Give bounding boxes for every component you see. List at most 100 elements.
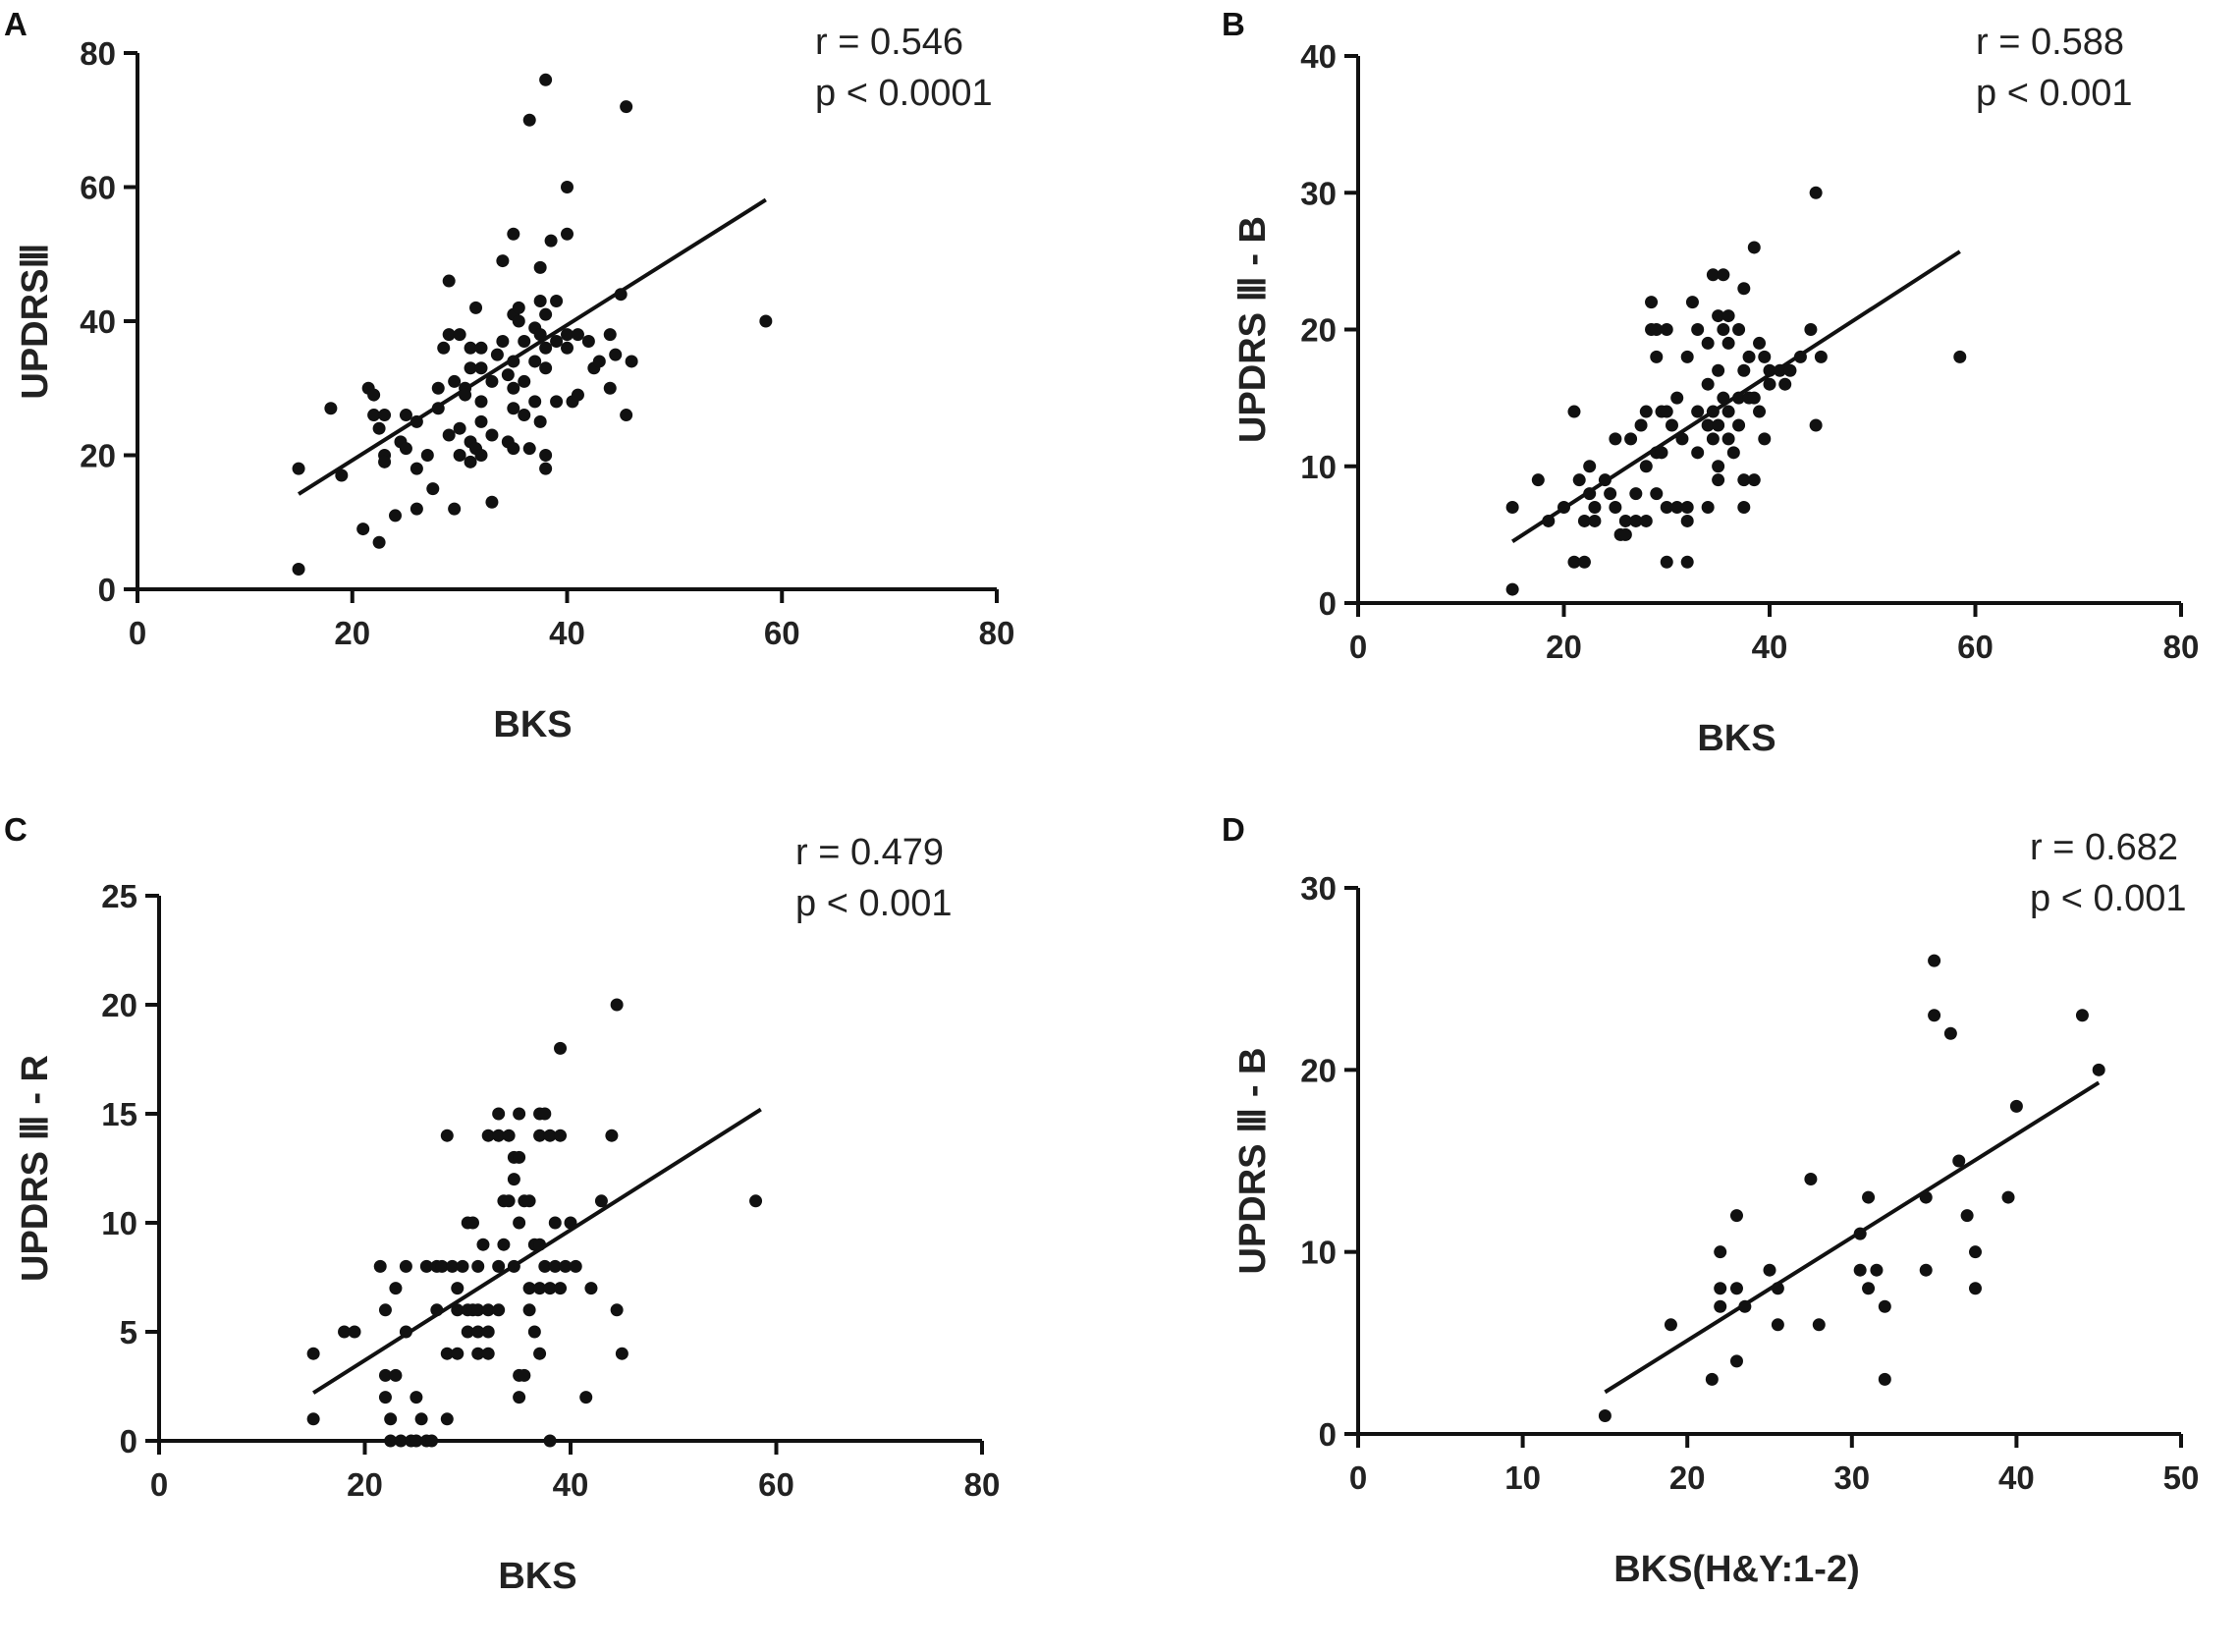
data-point: [1753, 405, 1767, 418]
data-point: [1701, 501, 1715, 515]
data-point: [1588, 501, 1602, 515]
data-point: [543, 1434, 557, 1448]
data-point: [1732, 418, 1746, 432]
data-point: [539, 341, 553, 355]
data-point: [430, 1303, 444, 1317]
data-point: [451, 1282, 464, 1295]
data-point: [1650, 350, 1664, 363]
data-point: [1812, 1318, 1826, 1332]
data-point: [1729, 1209, 1743, 1223]
data-point: [1629, 487, 1643, 501]
data-point: [518, 409, 531, 422]
data-point: [1753, 336, 1767, 350]
data-point: [420, 449, 434, 462]
x-tick-label-b: 0: [1349, 629, 1367, 665]
data-point: [620, 100, 633, 114]
data-point: [533, 295, 547, 308]
data-point: [614, 288, 628, 302]
data-point: [440, 1347, 454, 1360]
data-point: [1721, 432, 1735, 446]
data-point: [373, 1259, 387, 1273]
data-point: [378, 1368, 392, 1382]
x-tick-label-d: 0: [1349, 1459, 1367, 1496]
data-point: [1577, 514, 1591, 527]
data-point: [584, 1282, 598, 1295]
data-point: [579, 1391, 593, 1404]
data-point: [539, 462, 553, 475]
data-point: [539, 361, 553, 375]
regression-line-d: [1604, 1080, 2101, 1395]
data-point: [603, 381, 617, 395]
data-point: [1717, 268, 1730, 282]
data-point: [399, 409, 412, 422]
data-point: [1691, 405, 1705, 418]
data-point: [431, 402, 445, 415]
data-point: [1870, 1263, 1884, 1277]
panel-a: A 0 20 40 60 80 0 20 40 60 80 BKS UPDRSⅢ r = 0.546 p …: [0, 0, 1218, 805]
data-point: [1737, 363, 1751, 377]
data-point: [1691, 323, 1705, 336]
data-point: [1853, 1263, 1867, 1277]
x-axis-title-c: BKS: [498, 1556, 576, 1597]
data-point: [1639, 460, 1653, 473]
stat-r-b: r = 0.588: [1976, 22, 2124, 63]
data-point: [442, 428, 456, 442]
data-point: [569, 1259, 582, 1273]
data-point: [548, 1259, 562, 1273]
y-tick-label-c: 0: [120, 1423, 137, 1459]
data-point: [410, 1391, 423, 1404]
data-point: [389, 509, 402, 523]
stat-p-b: p < 0.001: [1976, 73, 2133, 114]
x-tick-label-d: 50: [2163, 1459, 2200, 1496]
x-axis-title-b: BKS: [1697, 718, 1776, 759]
data-point: [538, 1107, 552, 1121]
data-point: [512, 314, 525, 328]
regression-line-c: [312, 1107, 762, 1395]
data-point: [550, 395, 564, 409]
data-point: [410, 1434, 423, 1448]
data-point: [425, 1434, 439, 1448]
x-tick-label-b: 80: [2163, 629, 2200, 665]
data-point: [1691, 446, 1705, 460]
data-point: [1809, 418, 1823, 432]
data-point: [1650, 323, 1664, 336]
data-point: [548, 1216, 562, 1230]
x-tick-label-d: 40: [1998, 1459, 2035, 1496]
x-tick-label-d: 30: [1833, 1459, 1870, 1496]
y-tick-label-a: 40: [80, 303, 116, 340]
data-point: [561, 341, 574, 355]
data-point: [1878, 1372, 1891, 1386]
data-point: [474, 341, 488, 355]
data-point: [518, 374, 531, 388]
y-axis-title-a: UPDRSⅢ: [15, 243, 56, 399]
data-point: [625, 355, 638, 368]
data-point: [1650, 487, 1664, 501]
panel-b: B 0 20 40 60 80 0 10 20 30 40 BKS UPDRS Ⅲ - B r = 0.…: [1218, 0, 2240, 805]
data-point: [1758, 350, 1772, 363]
x-tick-label-a: 60: [764, 615, 800, 651]
data-point: [609, 348, 623, 361]
y-axis-title-c: UPDRS Ⅲ - R: [15, 1055, 56, 1282]
data-point: [2092, 1063, 2105, 1076]
data-point: [485, 374, 499, 388]
data-point: [1645, 296, 1659, 309]
data-point: [1665, 418, 1678, 432]
data-point: [456, 1259, 469, 1273]
panel-c: C 0 20 40 60 80 0 5 10 15 20 25 BKS UPDRS Ⅲ - R r = 0…: [0, 805, 1218, 1652]
data-point: [522, 442, 536, 456]
data-point: [1721, 309, 1735, 323]
data-point: [533, 414, 547, 428]
data-point: [1604, 487, 1617, 501]
data-point: [1793, 350, 1807, 363]
data-point: [543, 1282, 557, 1295]
data-point: [610, 998, 624, 1012]
data-point: [384, 1434, 398, 1448]
data-point: [440, 1129, 454, 1142]
panel-letter-a: A: [4, 6, 27, 42]
x-tick-label-d: 20: [1669, 1459, 1706, 1496]
x-tick-label-a: 80: [979, 615, 1015, 651]
data-point: [1721, 405, 1735, 418]
data-point: [533, 1282, 547, 1295]
data-point: [1853, 1227, 1867, 1240]
data-point: [522, 1282, 536, 1295]
